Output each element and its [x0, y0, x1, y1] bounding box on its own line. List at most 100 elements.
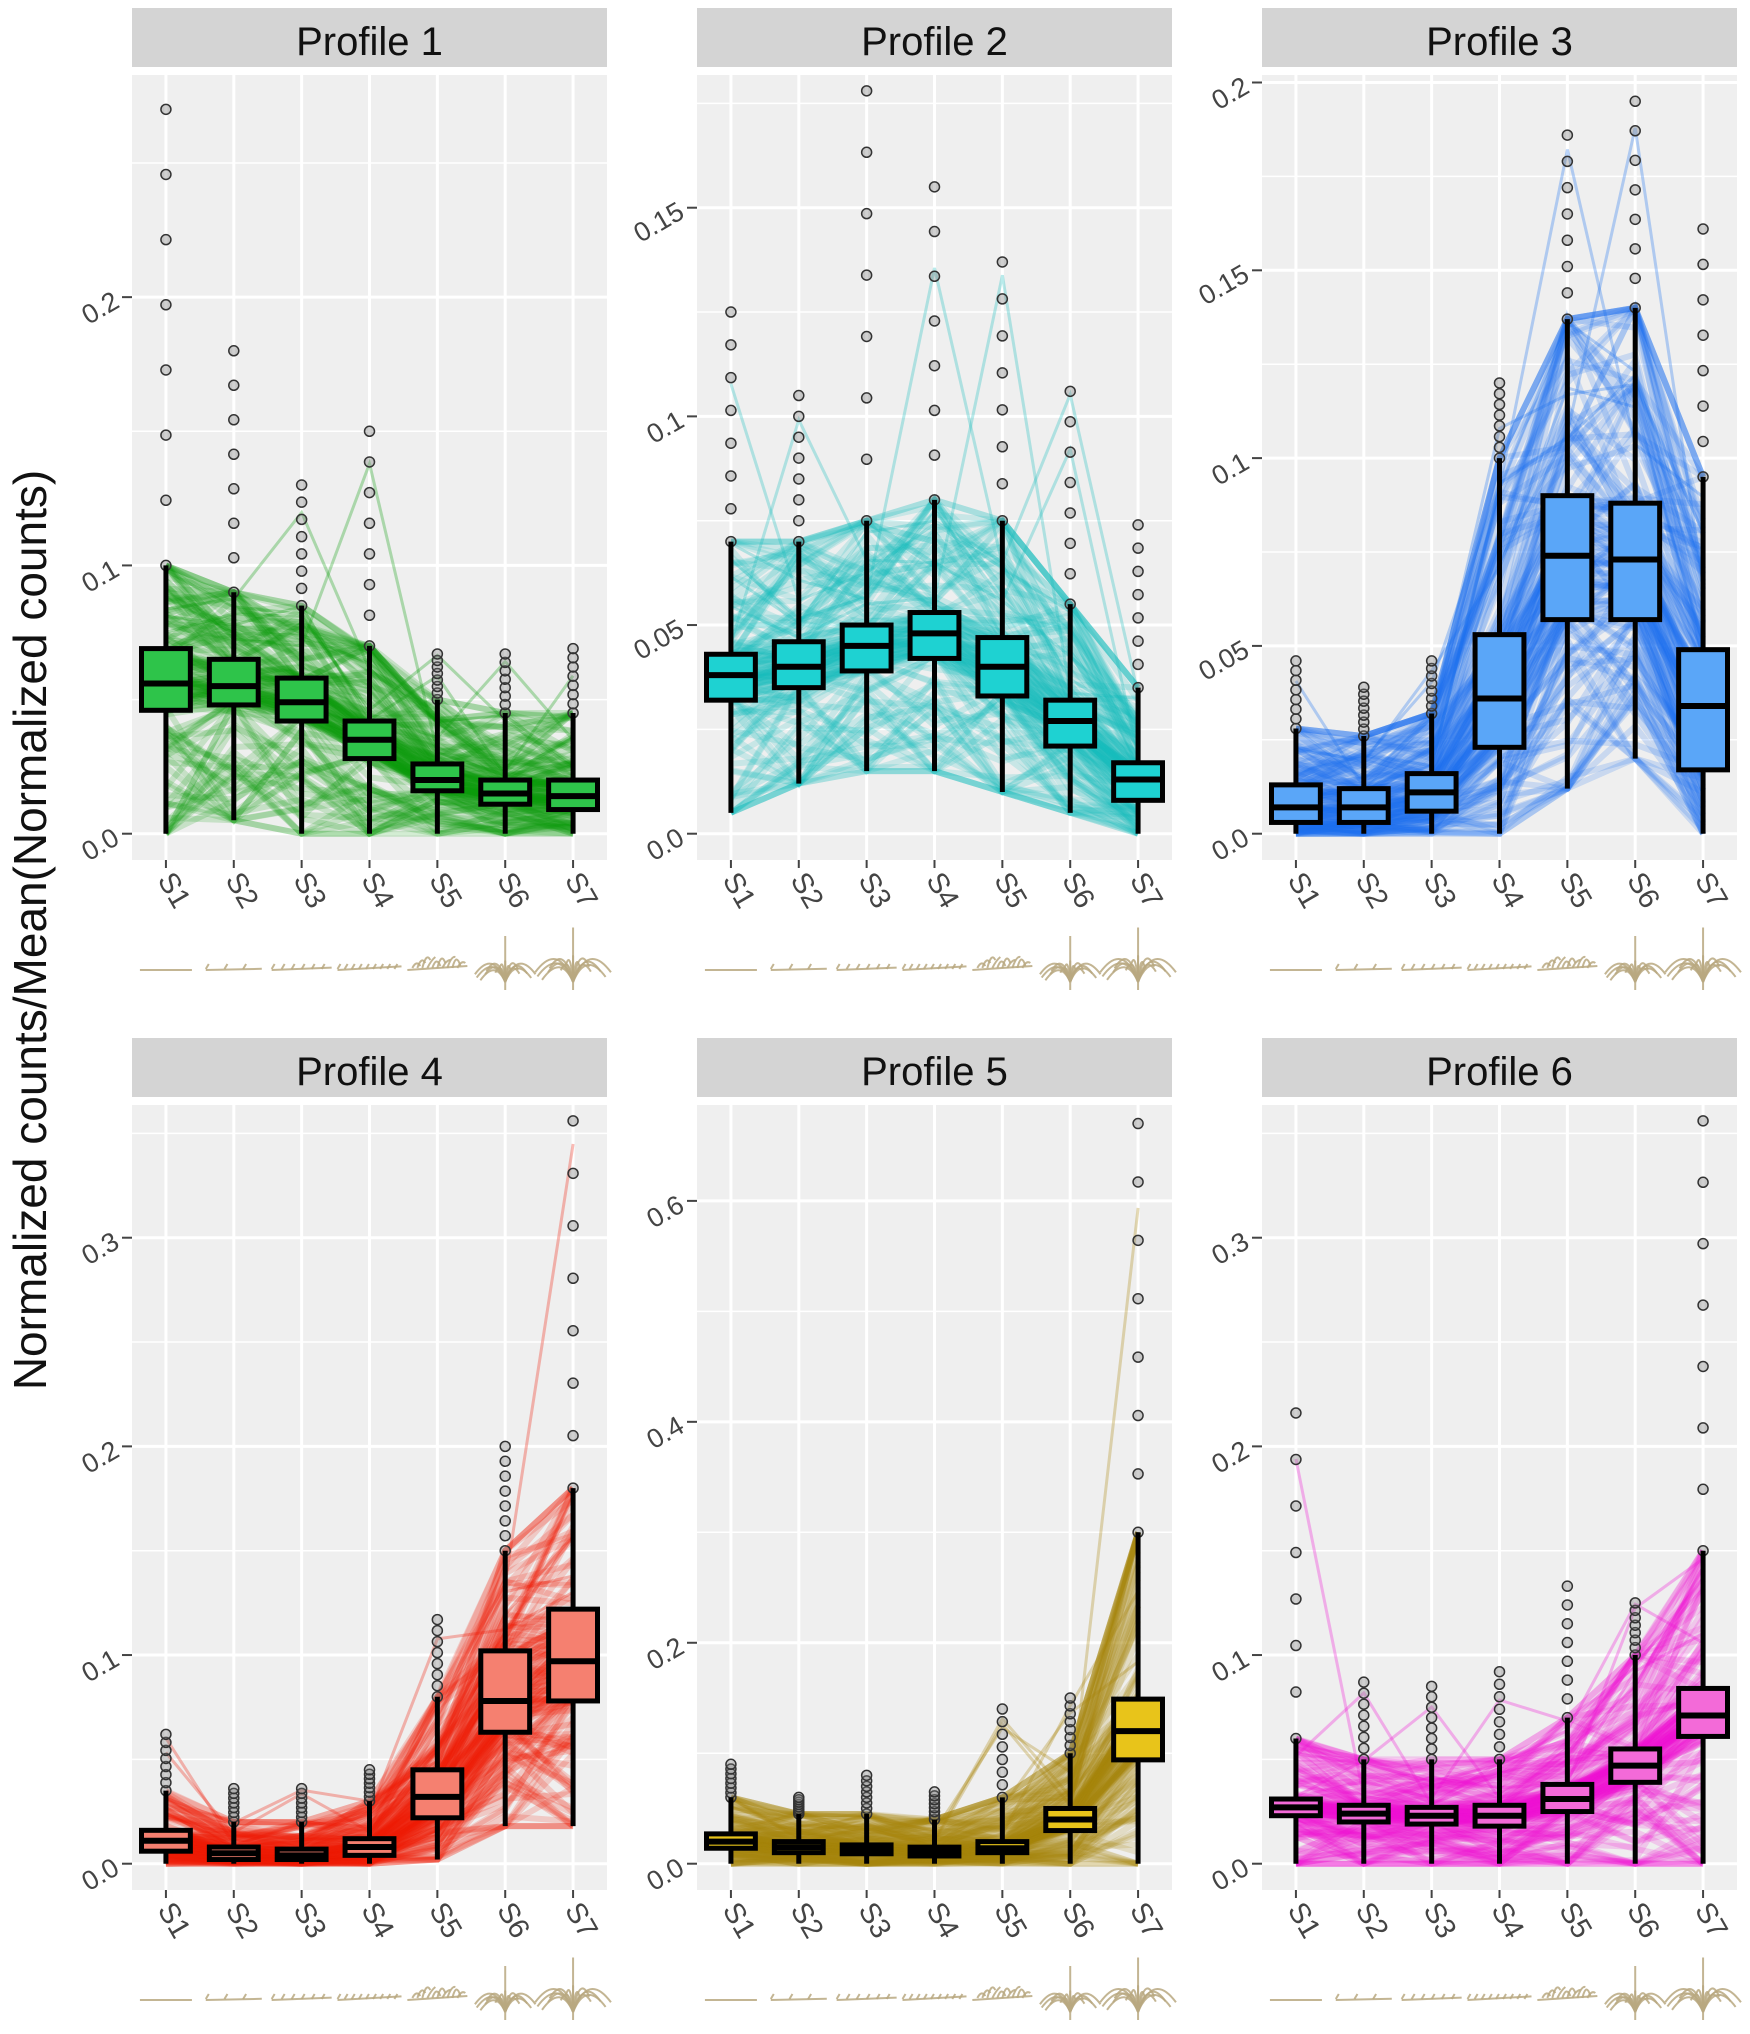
box: [1269, 782, 1323, 825]
y-tick-label: 0.0: [76, 822, 124, 867]
x-tick-label: S1: [1281, 867, 1326, 914]
outlier-point: [1629, 243, 1641, 255]
x-tick-label: S3: [1417, 867, 1462, 914]
panels-container: Profile 10.00.10.2S1 S2 S3 S4 S5 S6 S7Profile …: [76, 8, 1742, 2020]
outlier-point: [725, 437, 737, 449]
boxplot-S2: [206, 1782, 261, 1864]
outlier-point: [928, 404, 941, 417]
x-tick-label: S4: [1485, 1897, 1530, 1944]
outlier-point: [1493, 1703, 1506, 1716]
box: [1676, 1685, 1730, 1739]
plant-stage-icon: [1334, 963, 1392, 971]
plant-stage-icon: [1604, 1966, 1667, 2020]
outlier-point: [160, 233, 172, 246]
outlier-point: [1290, 1686, 1302, 1698]
panel-title: Profile 3: [1426, 20, 1573, 64]
outlier-point: [1358, 1676, 1370, 1688]
outlier-point: [160, 1760, 172, 1773]
x-tick-label: S7: [558, 1897, 603, 1944]
y-tick-label: 0.6: [641, 1189, 689, 1234]
outlier-point: [1697, 1299, 1709, 1311]
outlier-point: [860, 85, 873, 97]
boxplot-S7: [1676, 1115, 1730, 1864]
panel-strip: [132, 1038, 607, 1097]
boxplot-S1: [139, 1728, 193, 1864]
outlier-point: [1132, 1176, 1144, 1188]
outlier-point: [1561, 181, 1574, 194]
outlier-point: [1064, 1700, 1076, 1712]
plant-stage-icon: [270, 1993, 332, 2001]
plant-stage-icon: [901, 963, 967, 971]
x-tick-label: S1: [716, 867, 761, 914]
outlier-point: [567, 670, 579, 682]
x-tick-label: S7: [1688, 867, 1733, 914]
outlier-point: [996, 404, 1009, 416]
boxplot-S3: [274, 479, 329, 834]
outlier-point: [295, 513, 308, 526]
outlier-point: [793, 410, 805, 423]
x-tick-label: S7: [558, 867, 603, 914]
outlier-point: [860, 207, 873, 220]
outlier-point: [996, 477, 1009, 490]
outlier-point: [928, 1794, 941, 1806]
plant-stage-icon: [336, 963, 402, 971]
outlier-point: [996, 1779, 1009, 1791]
boxplot-S3: [274, 1782, 329, 1864]
plant-stage-icon: [474, 1966, 537, 2020]
outlier-point: [996, 256, 1009, 268]
outlier-point: [928, 1797, 941, 1810]
outlier-point: [1697, 1115, 1709, 1127]
outlier-point: [928, 270, 941, 283]
y-tick-label: 0.0: [1206, 1852, 1254, 1897]
y-tick-label: 0.15: [628, 196, 689, 248]
outlier-point: [363, 578, 376, 591]
boxplot-S5: [410, 1613, 465, 1860]
outlier-point: [160, 168, 172, 181]
outlier-point: [928, 225, 941, 238]
outlier-point: [928, 315, 941, 327]
outlier-point: [1697, 1483, 1709, 1496]
x-tick-label: S5: [422, 1897, 467, 1944]
outlier-point: [860, 330, 873, 343]
outlier-point: [1493, 1678, 1506, 1691]
plant-stage-icon: [972, 1985, 1033, 2001]
boxplot-S1: [704, 306, 758, 813]
outlier-point: [928, 181, 941, 193]
boxplot-S6: [478, 648, 533, 834]
outlier-point: [1561, 208, 1574, 220]
outlier-point: [1561, 234, 1574, 247]
x-tick-label: S2: [219, 867, 264, 914]
y-tick-label: 0.2: [76, 286, 124, 331]
outlier-point: [1064, 1692, 1076, 1704]
outlier-point: [499, 1530, 511, 1542]
outlier-point: [1132, 519, 1144, 531]
outlier-point: [1425, 1722, 1438, 1734]
boxplot-S7: [1676, 223, 1730, 834]
panel-strip: [697, 8, 1172, 67]
outlier-point: [1064, 1708, 1076, 1720]
boxplot-S4: [342, 1764, 397, 1864]
outlier-point: [1697, 435, 1709, 448]
outlier-point: [363, 486, 376, 499]
outlier-point: [1358, 1720, 1370, 1733]
y-tick-label: 0.1: [76, 554, 124, 599]
boxplot-S6: [1043, 385, 1098, 813]
plant-stage-icon: [1466, 963, 1532, 971]
outlier-point: [1561, 1636, 1574, 1649]
outlier-point: [793, 431, 805, 443]
outlier-point: [1697, 223, 1709, 235]
outlier-point: [1132, 1234, 1144, 1247]
boxplot-S2: [771, 389, 826, 784]
outlier-point: [725, 470, 737, 482]
box: [1676, 647, 1730, 773]
outlier-point: [860, 269, 873, 281]
outlier-point: [1132, 658, 1144, 671]
boxplot-S4: [1472, 1665, 1527, 1864]
x-tick-label: S7: [1688, 1897, 1733, 1944]
plant-stage-icon: [407, 1985, 468, 2001]
x-tick-label: S4: [1485, 867, 1530, 914]
plant-stage-icon: [204, 1993, 262, 2001]
outlier-point: [228, 483, 240, 495]
x-tick-label: S6: [1620, 1897, 1665, 1944]
boxplot-S7: [1111, 519, 1165, 834]
